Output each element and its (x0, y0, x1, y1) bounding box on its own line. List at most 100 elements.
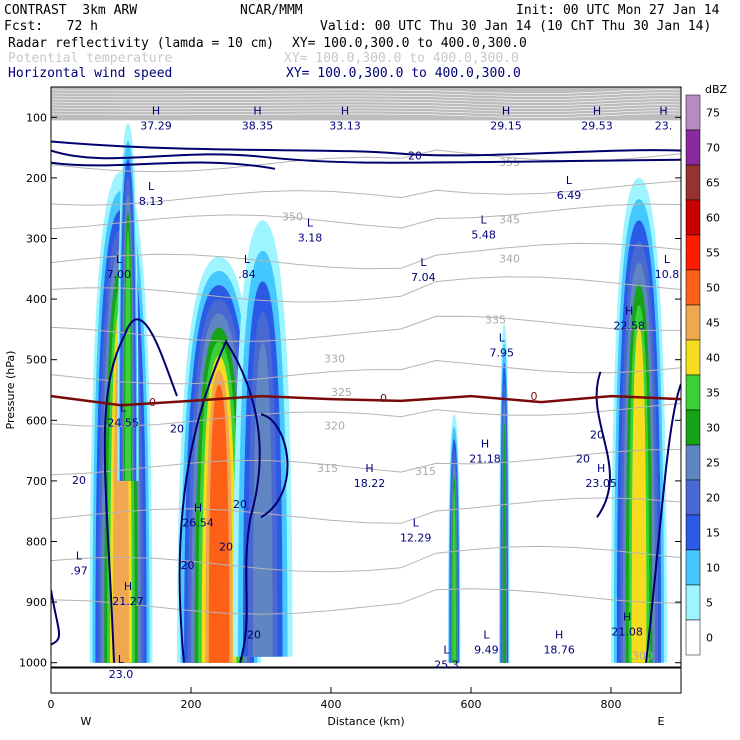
x-axis-label: Distance (km) (327, 715, 404, 728)
theta-label: 315 (317, 462, 338, 475)
colorbar-swatch-25 (685, 444, 701, 481)
y-tick-label: 400 (26, 293, 47, 306)
colorbar-label: 25 (706, 457, 720, 470)
colorbar-swatch-70 (685, 129, 701, 166)
stratosphere-contour (51, 89, 681, 94)
theta-contour (51, 276, 681, 303)
center-type: H (152, 104, 160, 117)
y-tick-label: 1000 (19, 657, 47, 670)
center-value: 29.15 (490, 119, 522, 132)
colorbar-label: 40 (706, 352, 720, 365)
center-value: 21.08 (611, 625, 643, 638)
colorbar-swatch-75 (685, 94, 701, 131)
center-value: 21.18 (469, 453, 501, 466)
pressure-center-H: H 29.53 (581, 104, 613, 132)
model-title: CONTRAST 3km ARW (4, 3, 138, 18)
wind-speed-label: 20 (233, 498, 247, 511)
colorbar-swatch-65 (685, 164, 701, 201)
center-type: L (118, 653, 125, 666)
stratosphere-contour (51, 104, 681, 109)
theta-contour (51, 588, 681, 615)
freezing-level-line (51, 394, 681, 407)
reflectivity-level-35 (452, 488, 456, 663)
center-value: 18.76 (543, 644, 575, 657)
y-tick-label: 300 (26, 233, 47, 246)
init-time: Init: 00 UTC Mon 27 Jan 14 (516, 3, 720, 18)
pressure-center-H: H 38.35 (242, 104, 274, 132)
center-type: L (481, 213, 488, 226)
center-type: L (307, 216, 314, 229)
colorbar-swatch-40 (685, 339, 701, 376)
pressure-center-H: H 22.58 (613, 304, 645, 332)
center-value: 3.18 (298, 231, 323, 244)
pressure-center-H: H 26.54 (182, 501, 214, 529)
colorbar-swatch-45 (685, 304, 701, 341)
center-value: 18.22 (354, 477, 386, 490)
center-type: H (365, 462, 373, 475)
y-axis-label: Pressure (hPa) (4, 351, 17, 430)
center-type: L (499, 332, 506, 345)
center-value: 24.55 (107, 416, 139, 429)
x-tick-label: 200 (181, 698, 202, 711)
colorbar-label: 65 (706, 177, 720, 190)
colorbar-swatch-20 (685, 479, 701, 516)
center-type: L (664, 253, 671, 266)
colorbar-unit: dBZ (705, 83, 728, 96)
pressure-center-H: H 18.22 (354, 462, 386, 490)
wind-contour (103, 318, 178, 663)
center-type: H (623, 610, 631, 623)
pressure-center-H: H 21.18 (469, 438, 501, 466)
center-type: L (420, 256, 427, 269)
y-tick-label: 800 (26, 536, 47, 549)
theta-label: 315 (415, 465, 436, 478)
wind-speed-label: 20 (247, 628, 261, 641)
theta-label: 350 (282, 210, 303, 223)
center-type: L (483, 629, 490, 642)
colorbar-label: 10 (706, 562, 720, 575)
theta-label: 325 (331, 386, 352, 399)
y-tick-label: 600 (26, 414, 47, 427)
stratosphere-contour (51, 110, 681, 115)
pressure-center-L: L .97 (70, 550, 88, 578)
pressure-center-L: L 7.95 (490, 332, 515, 360)
center-value: 5.48 (471, 228, 496, 241)
stratosphere-contour (51, 98, 681, 103)
reflectivity-cell (233, 220, 293, 657)
pressure-center-H: H 21.27 (112, 580, 144, 608)
center-value: 8.13 (139, 195, 164, 208)
reflectivity-cell (499, 323, 510, 663)
x-tick-label: 600 (461, 698, 482, 711)
theta-label: 345 (499, 213, 520, 226)
y-tick-label: 700 (26, 475, 47, 488)
colorbar-swatch-30 (685, 409, 701, 446)
y-tick-label: 100 (26, 111, 47, 124)
x-tick-label: 0 (48, 698, 55, 711)
center-type: H (341, 104, 349, 117)
center-value: 25.3 (434, 659, 459, 672)
reflectivity-level-30 (502, 422, 506, 663)
pressure-center-L: L 3.18 (298, 216, 323, 244)
colorbar-label: 20 (706, 492, 720, 505)
wind-contour (178, 339, 261, 663)
stratosphere-contour (51, 101, 681, 106)
center-type: H (597, 462, 605, 475)
wind-speed-label: 20 (181, 559, 195, 572)
center-value: 21.27 (112, 595, 144, 608)
field3-xy: XY= 100.0,300.0 to 400.0,300.0 (286, 66, 521, 81)
y-tick-label: 500 (26, 354, 47, 367)
theta-contour (51, 545, 681, 573)
center-value: 9.49 (474, 644, 499, 657)
wind-contour (51, 149, 681, 164)
colorbar-label: 75 (706, 107, 720, 120)
field2-xy: XY= 100.0,300.0 to 400.0,300.0 (284, 51, 519, 66)
wind-contour (51, 161, 276, 170)
center-type: H (124, 580, 132, 593)
colorbar-swatch-55 (685, 234, 701, 271)
colorbar-label: 0 (706, 632, 713, 645)
center-type: H (555, 629, 563, 642)
pressure-center-L: L 7.04 (411, 256, 436, 284)
colorbar-swatch-0 (685, 619, 701, 656)
center-value: 38.35 (242, 119, 274, 132)
colorbar-label: 15 (706, 527, 720, 540)
stratosphere-contour (51, 92, 681, 97)
